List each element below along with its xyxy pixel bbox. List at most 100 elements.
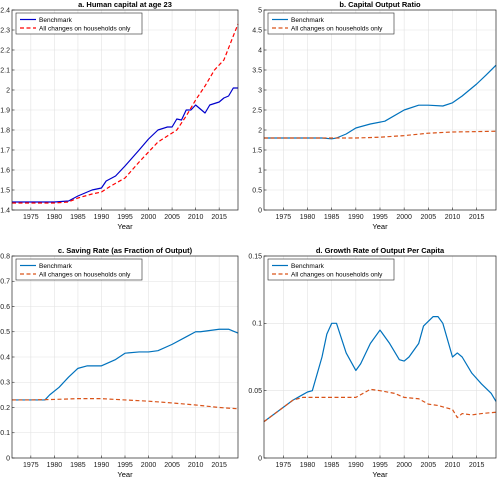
y-tick-label: 0.5	[252, 187, 262, 194]
y-tick-label: 0.15	[248, 253, 262, 260]
x-tick-label: 1985	[70, 214, 86, 221]
legend-box	[15, 12, 143, 35]
legend-entry-1: All changes on households only	[291, 271, 383, 278]
x-tick-label: 1980	[47, 214, 63, 221]
series-line-1	[263, 388, 497, 423]
legend-box	[267, 12, 395, 35]
y-tick-label: 0.6	[0, 304, 10, 311]
y-tick-label: 4.5	[252, 27, 262, 34]
legend-entry-1: All changes on households only	[291, 25, 383, 32]
series-line-1	[12, 398, 239, 410]
x-tick-label: 1975	[276, 462, 292, 469]
y-tick-label: 2.3	[0, 27, 10, 34]
x-tick-label: 1985	[324, 214, 340, 221]
y-tick-label: 0.2	[0, 405, 10, 412]
chart-panel-0: 1975 1980 1985 1990 1995 2000 2005 2010 2015 1.4 1…	[0, 0, 239, 231]
y-tick-label: 0.7	[0, 279, 10, 286]
x-tick-label: 2010	[445, 462, 461, 469]
x-tick-label: 2015	[211, 462, 227, 469]
series-line-0	[12, 328, 239, 401]
y-tick-label: 1.8	[0, 127, 10, 134]
y-tick-label: 5	[258, 7, 262, 14]
x-tick-label: 2015	[469, 462, 485, 469]
legend-entry-1: All changes on households only	[39, 25, 131, 32]
y-tick-label: 0.8	[0, 253, 10, 260]
x-axis-label: Year	[372, 470, 388, 479]
x-tick-label: 1995	[372, 462, 388, 469]
series-line-1	[12, 23, 239, 204]
series-line-1	[264, 130, 497, 139]
x-tick-label: 1985	[70, 462, 86, 469]
x-tick-label: 2005	[421, 462, 437, 469]
y-tick-label: 0.4	[0, 354, 10, 361]
x-tick-label: 2000	[396, 462, 412, 469]
series-line-0	[264, 64, 497, 140]
x-tick-label: 1980	[300, 462, 316, 469]
x-tick-label: 2015	[469, 214, 485, 221]
y-tick-label: 2.4	[0, 7, 10, 14]
y-tick-label: 1.5	[252, 147, 262, 154]
y-tick-label: 2	[258, 127, 262, 134]
x-tick-label: 1980	[300, 214, 316, 221]
x-tick-label: 2000	[396, 214, 412, 221]
x-tick-label: 1980	[47, 462, 63, 469]
x-tick-label: 1985	[324, 462, 340, 469]
legend-box	[267, 258, 395, 281]
chart-title: b. Capital Output Ratio	[339, 0, 421, 9]
x-tick-label: 2005	[164, 462, 180, 469]
x-axis-label: Year	[117, 470, 133, 479]
y-tick-label: 1	[258, 167, 262, 174]
x-tick-label: 1975	[23, 462, 39, 469]
chart-title: d. Growth Rate of Output Per Capita	[316, 246, 445, 255]
x-tick-label: 2010	[188, 462, 204, 469]
x-axis-label: Year	[372, 222, 388, 231]
x-tick-label: 1990	[94, 462, 110, 469]
y-tick-label: 0.1	[0, 430, 10, 437]
y-tick-label: 0.1	[252, 321, 262, 328]
x-tick-label: 2000	[141, 214, 157, 221]
chart-panel-2: 1975 1980 1985 1990 1995 2000 2005 2010 2015 0 0.1…	[0, 246, 239, 479]
y-tick-label: 0.5	[0, 329, 10, 336]
chart-title: c. Saving Rate (as Fraction of Output)	[58, 246, 193, 255]
y-tick-label: 2	[6, 87, 10, 94]
x-axis-label: Year	[117, 222, 133, 231]
y-tick-label: 2.5	[252, 107, 262, 114]
legend-entry-1: All changes on households only	[39, 271, 131, 278]
x-tick-label: 1995	[117, 462, 133, 469]
x-tick-label: 1995	[117, 214, 133, 221]
y-tick-label: 0.05	[248, 388, 262, 395]
x-tick-label: 2000	[141, 462, 157, 469]
y-tick-label: 1.7	[0, 147, 10, 154]
legend-entry-0: Benchmark	[291, 263, 325, 270]
x-tick-label: 2015	[211, 214, 227, 221]
legend-entry-0: Benchmark	[39, 17, 73, 24]
chart-title: a. Human capital at age 23	[78, 0, 172, 9]
x-tick-label: 2010	[445, 214, 461, 221]
y-tick-label: 4	[258, 47, 262, 54]
y-tick-label: 2.2	[0, 47, 10, 54]
y-tick-label: 0	[6, 455, 10, 462]
x-tick-label: 1990	[94, 214, 110, 221]
legend-entry-0: Benchmark	[291, 17, 325, 24]
y-tick-label: 2.1	[0, 67, 10, 74]
series-line-0	[12, 87, 238, 203]
x-tick-label: 1990	[348, 214, 364, 221]
y-tick-label: 1.4	[0, 207, 10, 214]
x-tick-label: 1975	[23, 214, 39, 221]
y-tick-label: 3	[258, 87, 262, 94]
x-tick-label: 1990	[348, 462, 364, 469]
y-tick-label: 1.5	[0, 187, 10, 194]
y-tick-label: 0.3	[0, 380, 10, 387]
legend-entry-0: Benchmark	[39, 263, 73, 270]
x-tick-label: 2005	[164, 214, 180, 221]
y-tick-label: 0	[258, 207, 262, 214]
x-tick-label: 1995	[372, 214, 388, 221]
chart-panel-1: 1975 1980 1985 1990 1995 2000 2005 2010 2015 0 0.5…	[252, 0, 497, 231]
x-tick-label: 2010	[188, 214, 204, 221]
y-tick-label: 3.5	[252, 67, 262, 74]
